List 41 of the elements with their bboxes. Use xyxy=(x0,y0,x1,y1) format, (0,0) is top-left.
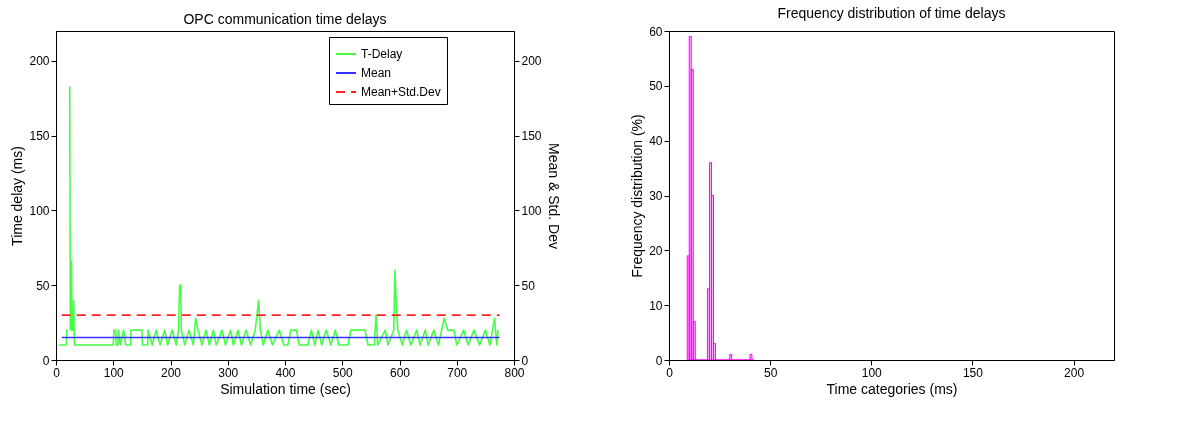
x-tick-label: 100 xyxy=(861,365,883,380)
chart-title: Frequency distribution of time delays xyxy=(777,5,1006,21)
legend-label: Mean+Std.Dev xyxy=(361,85,441,99)
y-tick-label: 20 xyxy=(649,243,663,258)
x-tick-label: 200 xyxy=(1064,365,1085,380)
y-tick-label: 150 xyxy=(29,129,50,144)
x-tick-label: 50 xyxy=(763,365,778,380)
x-tick-label: 800 xyxy=(504,365,525,380)
y-tick-label: 40 xyxy=(649,134,663,149)
x-tick-label: 700 xyxy=(447,365,468,380)
y2-tick-label: 150 xyxy=(521,129,542,144)
y-tick-label: 50 xyxy=(36,278,50,293)
x-tick-label: 200 xyxy=(160,365,182,380)
y2-tick-label: 200 xyxy=(521,54,542,69)
x-tick-label: 100 xyxy=(103,365,125,380)
x-tick-label: 0 xyxy=(53,365,61,380)
y2-tick-label: 50 xyxy=(521,278,536,293)
x-tick-label: 0 xyxy=(666,365,674,380)
y-axis-title: Frequency distribution (%) xyxy=(629,114,646,278)
legend-label: T-Delay xyxy=(361,47,403,61)
x-axis-title: Time categories (ms) xyxy=(826,380,958,397)
y-tick-label: 30 xyxy=(649,189,663,203)
y-tick-label: 60 xyxy=(649,24,663,39)
legend-label: Mean xyxy=(361,66,392,80)
x-tick-label: 150 xyxy=(962,365,984,380)
y2-tick-label: 100 xyxy=(521,203,542,218)
y-tick-label: 10 xyxy=(649,298,663,313)
y2-tick-label: 0 xyxy=(521,353,529,368)
x-axis-title: Simulation time (sec) xyxy=(220,380,351,397)
y-tick-label: 0 xyxy=(42,353,50,368)
chart-title: OPC communication time delays xyxy=(183,11,387,27)
y-tick-label: 50 xyxy=(649,79,663,94)
x-tick-label: 300 xyxy=(218,365,239,380)
y-tick-label: 0 xyxy=(655,353,663,368)
y-axis-title: Time delay (ms) xyxy=(9,146,26,246)
x-tick-label: 500 xyxy=(332,365,354,380)
y2-axis-title: Mean & Std. Dev xyxy=(545,143,562,249)
x-tick-label: 400 xyxy=(275,365,296,380)
y-tick-label: 200 xyxy=(29,54,50,69)
y-tick-label: 100 xyxy=(29,203,50,218)
x-tick-label: 600 xyxy=(389,365,411,380)
